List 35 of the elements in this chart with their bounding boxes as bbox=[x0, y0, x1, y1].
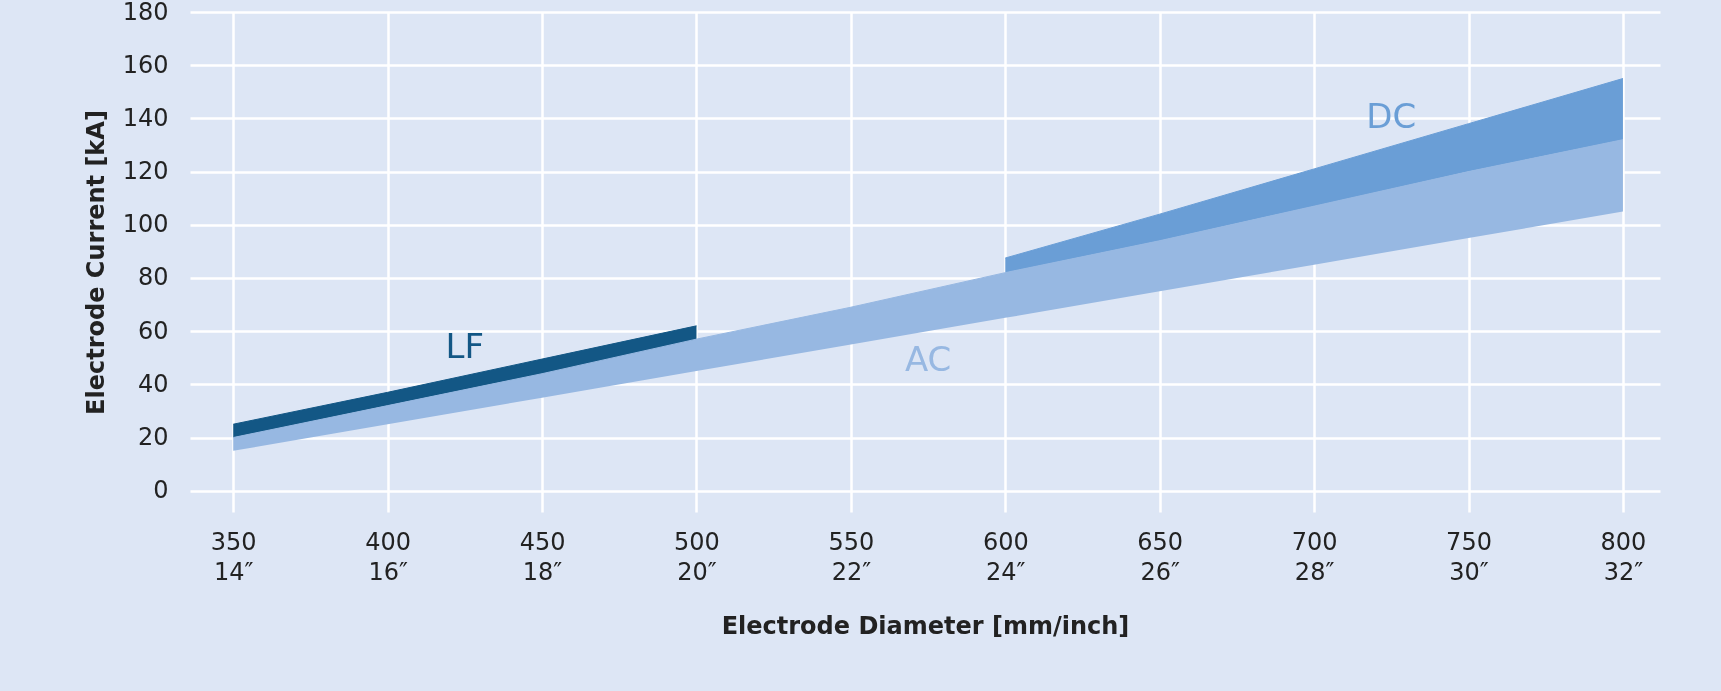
x-tick-label: 600 bbox=[982, 527, 1029, 556]
x2-tick-label: 26″ bbox=[1140, 557, 1180, 586]
y-tick-label: 120 bbox=[122, 157, 169, 186]
x2-tick-label: 14″ bbox=[213, 557, 254, 586]
x-tick-label: 550 bbox=[828, 527, 875, 556]
series-label: LF bbox=[445, 325, 485, 366]
y-tick-label: 40 bbox=[137, 369, 169, 398]
x-tick-label: 450 bbox=[519, 527, 566, 556]
y-tick-label: 60 bbox=[137, 316, 169, 345]
y-tick-label: 0 bbox=[153, 476, 169, 505]
x2-tick-label: 28″ bbox=[1294, 557, 1335, 586]
y-tick-label: 160 bbox=[122, 50, 169, 79]
x-axis-title: Electrode Diameter [mm/inch] bbox=[721, 611, 1130, 640]
x-tick-label: 650 bbox=[1137, 527, 1184, 556]
y-tick-label: 20 bbox=[137, 423, 169, 452]
x2-tick-label: 18″ bbox=[522, 557, 563, 586]
series-label: AC bbox=[904, 339, 952, 380]
x-tick-label: 700 bbox=[1291, 527, 1338, 556]
x2-tick-label: 30″ bbox=[1449, 557, 1489, 586]
x2-tick-label: 16″ bbox=[368, 557, 408, 586]
y-tick-label: 80 bbox=[137, 263, 169, 292]
x-tick-label: 750 bbox=[1446, 527, 1492, 556]
y-axis-title: Electrode Current [kA] bbox=[81, 110, 110, 415]
x2-tick-label: 20″ bbox=[677, 557, 717, 586]
series-label: DC bbox=[1366, 96, 1417, 137]
y-tick-label: 140 bbox=[122, 103, 169, 132]
x-tick-label: 350 bbox=[210, 527, 257, 556]
x2-tick-label: 32″ bbox=[1603, 557, 1644, 586]
x2-tick-label: 24″ bbox=[986, 557, 1026, 586]
y-tick-label: 180 bbox=[122, 0, 169, 26]
x2-tick-label: 22″ bbox=[831, 557, 872, 586]
x-tick-label: 500 bbox=[674, 527, 720, 556]
y-tick-label: 100 bbox=[122, 210, 169, 239]
x-tick-label: 400 bbox=[365, 527, 412, 556]
x-tick-label: 800 bbox=[1600, 527, 1647, 556]
